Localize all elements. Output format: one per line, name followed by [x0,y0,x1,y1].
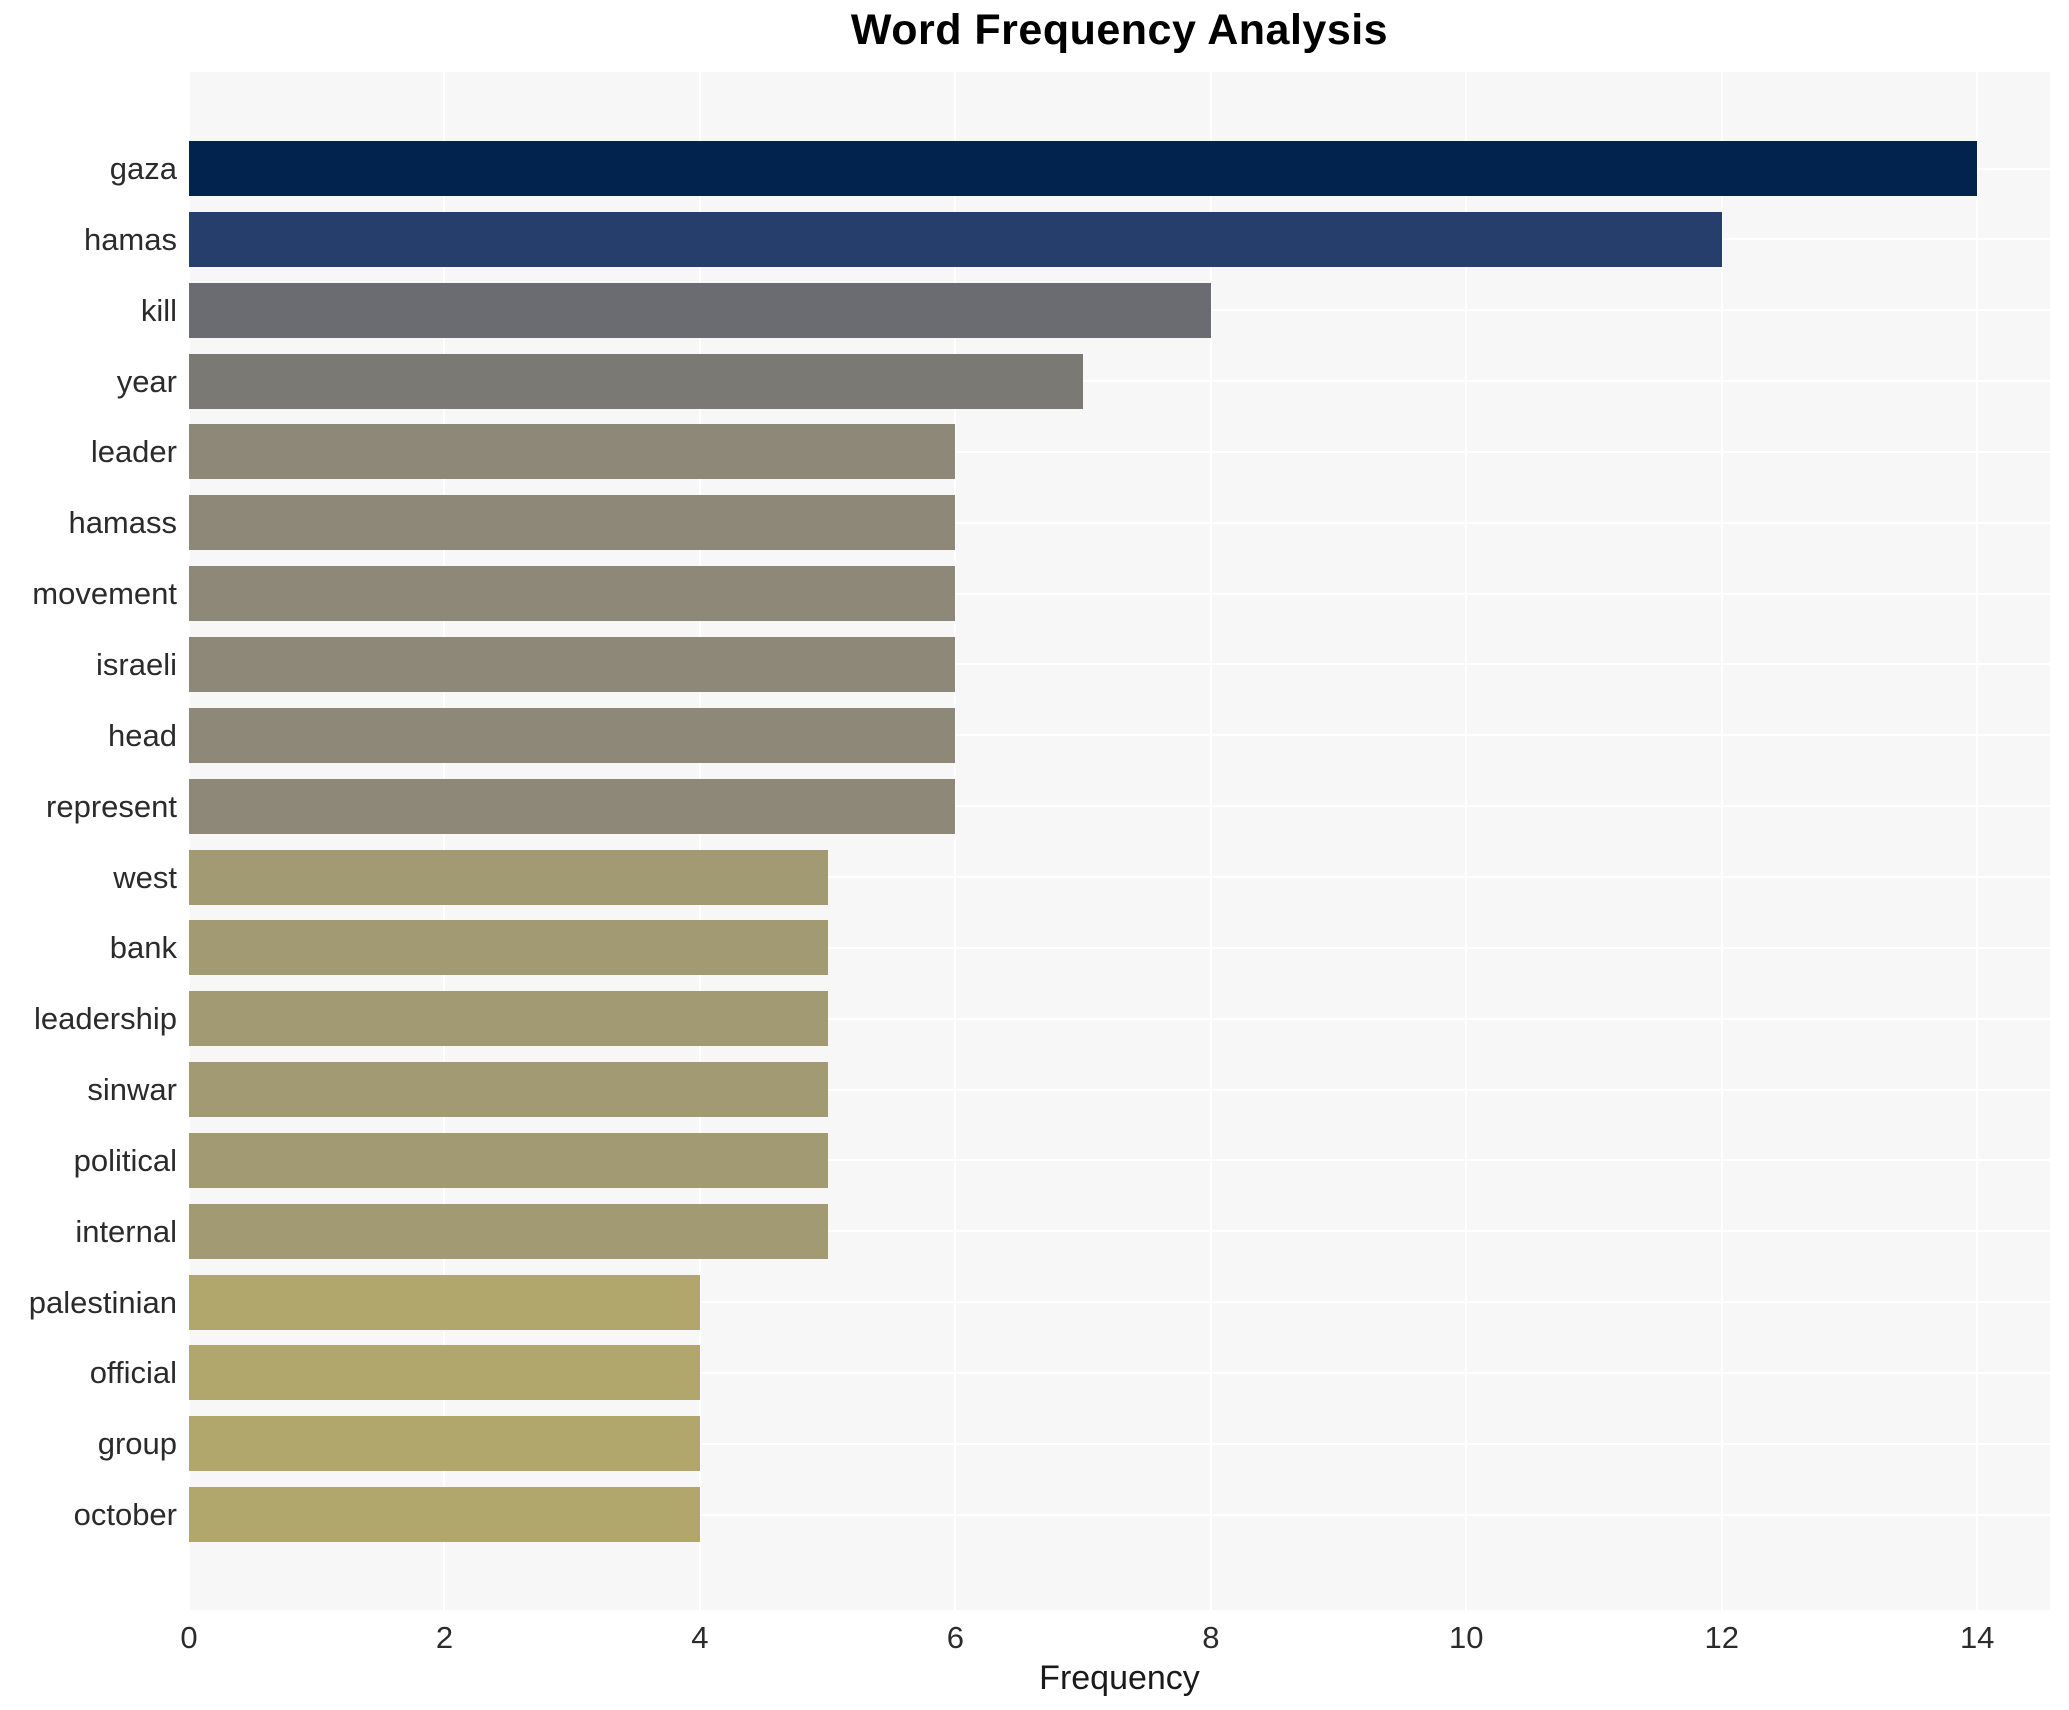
bar-leader [189,424,956,480]
y-tick-label-palestinian: palestinian [28,1284,177,1320]
y-tick-label-leadership: leadership [33,1001,177,1037]
bar-sinwar [189,1062,828,1118]
y-tick-label-israeli: israeli [96,646,177,682]
y-tick-label-head: head [108,717,177,753]
gridline-y-head [189,734,2050,737]
x-tick-10: 10 [1449,1620,1484,1655]
bar-political [189,1132,828,1188]
bar-october [189,1487,700,1543]
bar-israeli [189,636,956,692]
x-tick-8: 8 [1202,1620,1220,1655]
gridline-y-represent [189,805,2050,808]
gridline-y-leadership [189,1017,2050,1020]
y-tick-label-bank: bank [109,930,177,966]
y-tick-label-represent: represent [46,788,177,824]
gridline-y-palestinian [189,1301,2050,1304]
x-tick-0: 0 [180,1620,198,1655]
gridline-y-official [189,1371,2050,1374]
gridline-y-israeli [189,663,2050,666]
y-tick-label-year: year [116,363,177,399]
gridline-y-october [189,1513,2050,1516]
y-tick-label-kill: kill [140,292,177,328]
y-tick-label-leader: leader [90,434,177,470]
bar-movement [189,566,956,622]
y-tick-label-internal: internal [75,1213,177,1249]
x-axis-label: Frequency [1039,1659,1200,1697]
gridline-x-6 [954,72,957,1610]
bar-gaza [189,141,1978,196]
plot-area [188,72,2050,1610]
bar-hamass [189,495,956,551]
bar-group [189,1416,700,1472]
x-tick-14: 14 [1959,1620,1995,1655]
gridline-y-internal [189,1230,2050,1233]
bar-internal [189,1203,828,1259]
gridline-y-group [189,1442,2050,1445]
gridline-x-8 [1209,72,1212,1610]
x-tick-12: 12 [1704,1620,1739,1655]
gridline-x-4 [698,72,701,1610]
gridline-x-0 [188,72,190,1610]
bar-kill [189,282,1211,338]
bar-bank [189,920,828,976]
y-tick-label-gaza: gaza [109,151,177,186]
chart-title: Word Frequency Analysis [850,6,1389,54]
gridline-y-bank [189,946,2050,949]
bar-represent [189,778,956,834]
bar-west [189,849,828,905]
gridline-y-leader [189,450,2050,453]
bar-palestinian [189,1274,700,1330]
gridline-x-10 [1465,72,1468,1610]
gridline-y-west [189,876,2050,878]
bar-leadership [189,991,828,1047]
y-tick-label-west: west [113,859,177,895]
gridline-x-2 [443,72,446,1610]
y-tick-label-hamas: hamas [83,221,177,257]
x-tick-2: 2 [435,1620,454,1655]
gridline-y-sinwar [189,1088,2050,1091]
y-tick-label-political: political [73,1142,177,1178]
bar-official [189,1345,700,1401]
y-tick-label-group: group [97,1426,177,1462]
gridline-x-14 [1976,72,1979,1610]
y-tick-label-october: october [73,1497,177,1533]
bar-year [189,353,1084,409]
gridline-y-movement [189,592,2050,595]
x-tick-6: 6 [946,1620,964,1655]
y-tick-label-movement: movement [32,576,177,612]
gridline-x-12 [1720,72,1723,1610]
y-tick-label-official: official [89,1355,177,1391]
gridline-y-political [189,1159,2050,1162]
y-tick-label-sinwar: sinwar [87,1072,177,1108]
gridline-y-year [189,380,2050,383]
bar-head [189,707,956,763]
bar-hamas [189,211,1722,267]
y-tick-label-hamass: hamass [68,505,177,541]
x-tick-4: 4 [691,1620,709,1655]
gridline-y-hamass [189,521,2050,524]
